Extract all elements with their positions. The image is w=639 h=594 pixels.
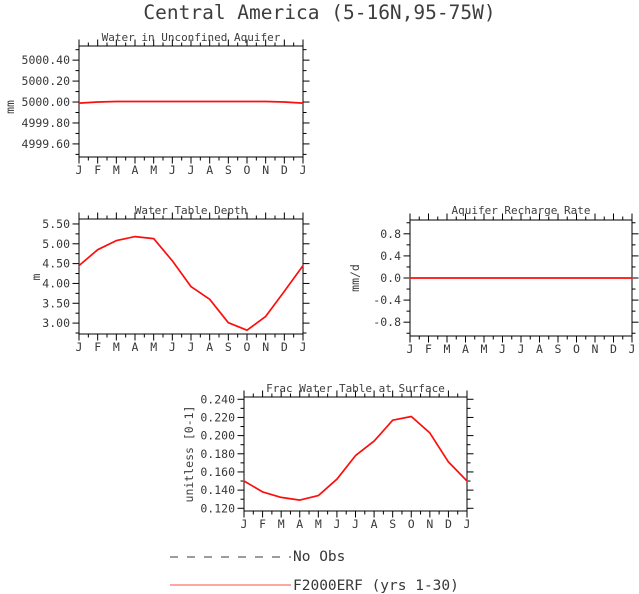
legend-label-no-obs: No Obs — [293, 549, 346, 565]
x-tick-label: M — [315, 517, 322, 531]
y-tick-label: 0.0 — [380, 271, 401, 285]
x-tick-label: A — [462, 342, 469, 356]
y-tick-label: 4.50 — [42, 257, 70, 271]
x-tick-label: O — [244, 340, 251, 354]
chart-title-water-in-unconfined-aquifer: Water in Unconfined Aquifer — [101, 31, 281, 44]
chart-title-aquifer-recharge-rate: Aquifer Recharge Rate — [451, 204, 591, 217]
y-tick-label: 0.180 — [200, 447, 235, 461]
y-tick-label: 4.00 — [42, 276, 70, 290]
series-line — [78, 235, 304, 332]
y-tick-label: -0.8 — [373, 315, 401, 329]
y-tick-label: 4999.80 — [22, 116, 71, 130]
x-tick-label: F — [259, 517, 266, 531]
x-tick-label: J — [352, 517, 359, 531]
y-tick-label: 0.220 — [200, 410, 235, 424]
x-tick-label: F — [425, 342, 432, 356]
y-tick-label: 0.160 — [200, 465, 235, 479]
legend-label-f2000erf: F2000ERF (yrs 1-30) — [293, 578, 459, 594]
x-tick-label: N — [592, 342, 599, 356]
x-tick-label: O — [244, 163, 251, 177]
series-line — [243, 415, 468, 501]
x-tick-label: O — [408, 517, 415, 531]
y-tick-label: 0.200 — [200, 429, 235, 443]
y-tick-label: 5000.00 — [22, 95, 71, 109]
y-tick-label: 0.240 — [200, 392, 235, 406]
x-tick-label: J — [300, 340, 307, 354]
x-tick-label: M — [113, 340, 120, 354]
x-tick-label: A — [132, 340, 139, 354]
chart-frac-water-table-at-surface: J F M A M J J A S O N D J0.2400.2200.2000.1800.1600.… — [200, 390, 474, 531]
x-tick-label: M — [150, 340, 157, 354]
y-tick-label: 5000.40 — [22, 53, 71, 67]
chart-aquifer-recharge-rate: J F M A M J J A S O N D J0.80.40.0-0.4-0.8 — [373, 213, 639, 356]
y-tick-label: 3.50 — [42, 296, 70, 310]
x-tick-label: J — [499, 342, 506, 356]
x-tick-label: J — [464, 517, 471, 531]
x-tick-label: O — [573, 342, 580, 356]
x-tick-label: J — [169, 340, 176, 354]
x-tick-label: J — [76, 340, 83, 354]
x-tick-label: J — [169, 163, 176, 177]
x-tick-label: N — [426, 517, 433, 531]
chart-water-table-depth: J F M A M J J A S O N D J5.505.004.504.003.503.00 — [42, 212, 310, 354]
y-tick-label: 4999.60 — [22, 137, 71, 151]
x-tick-label: D — [445, 517, 452, 531]
x-tick-label: A — [206, 340, 213, 354]
x-tick-label: N — [262, 163, 269, 177]
y-axis-label-m: m — [29, 273, 43, 281]
x-tick-label: M — [150, 163, 157, 177]
x-tick-label: J — [629, 342, 636, 356]
y-axis-label-mm-d: mm/d — [348, 264, 362, 292]
x-tick-label: S — [555, 342, 562, 356]
x-tick-label: S — [225, 340, 232, 354]
x-tick-label: F — [94, 340, 101, 354]
x-tick-label: N — [262, 340, 269, 354]
x-tick-label: M — [481, 342, 488, 356]
x-tick-label: J — [518, 342, 525, 356]
series-line — [78, 100, 304, 104]
y-tick-label: 0.140 — [200, 483, 235, 497]
x-tick-label: D — [281, 340, 288, 354]
x-tick-label: S — [225, 163, 232, 177]
chart-title-frac-water-table-at-surface: Frac Water Table at Surface — [266, 382, 445, 395]
y-axis-label-unitless: unitless [0-1] — [182, 405, 196, 503]
y-tick-label: 0.8 — [380, 227, 401, 241]
x-tick-label: J — [407, 342, 414, 356]
page-title: Central America (5-16N,95-75W) — [143, 1, 496, 24]
x-tick-label: J — [76, 163, 83, 177]
x-tick-label: M — [278, 517, 285, 531]
y-tick-label: -0.4 — [373, 293, 401, 307]
x-tick-label: D — [610, 342, 617, 356]
x-tick-label: S — [389, 517, 396, 531]
x-tick-label: J — [241, 517, 248, 531]
legend-swatch-f2000erf — [170, 584, 291, 586]
y-tick-label: 0.4 — [380, 249, 401, 263]
x-tick-label: M — [444, 342, 451, 356]
y-tick-label: 3.00 — [42, 316, 70, 330]
x-tick-label: D — [281, 163, 288, 177]
x-tick-label: A — [371, 517, 378, 531]
x-tick-label: A — [132, 163, 139, 177]
x-tick-label: J — [333, 517, 340, 531]
chart-title-water-table-depth: Water Table Depth — [134, 204, 248, 217]
chart-frame — [78, 218, 304, 335]
y-axis-label-mm: mm — [3, 100, 17, 114]
x-tick-label: J — [300, 163, 307, 177]
y-tick-label: 0.120 — [200, 501, 235, 515]
x-tick-label: F — [94, 163, 101, 177]
x-tick-label: J — [188, 163, 195, 177]
x-tick-label: A — [296, 517, 303, 531]
x-tick-label: M — [113, 163, 120, 177]
x-tick-label: J — [188, 340, 195, 354]
chart-frame — [243, 396, 468, 512]
legend-swatch-no-obs — [170, 556, 291, 558]
y-tick-label: 5.00 — [42, 237, 70, 251]
chart-water-in-unconfined-aquifer: J F M A M J J A S O N D J5000.405000.205000.004999.8… — [22, 39, 310, 177]
x-tick-label: A — [536, 342, 543, 356]
y-tick-label: 5000.20 — [22, 74, 71, 88]
y-tick-label: 5.50 — [42, 217, 70, 231]
x-tick-label: A — [206, 163, 213, 177]
